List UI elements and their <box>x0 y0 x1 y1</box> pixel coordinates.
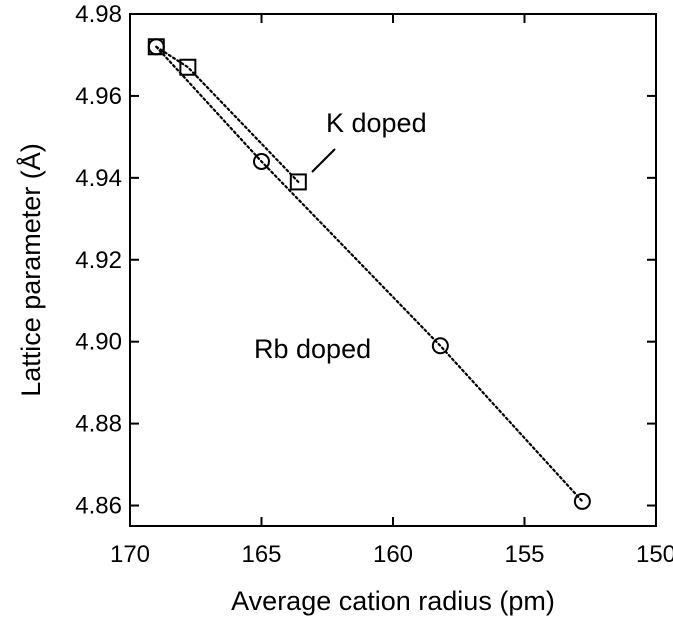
y-tick-label: 4.96 <box>75 83 122 110</box>
x-tick-label: 170 <box>110 541 150 568</box>
k-doped-leader-line <box>311 148 336 173</box>
y-tick-label: 4.90 <box>75 329 122 356</box>
y-tick-label: 4.92 <box>75 247 122 274</box>
rb-doped-point <box>431 337 449 355</box>
x-tick-label: 150 <box>636 541 673 568</box>
x-tick-label: 155 <box>504 541 544 568</box>
rb-doped-point <box>147 38 165 56</box>
plot-frame <box>129 13 657 527</box>
rb-doped-point <box>573 492 591 510</box>
y-tick-label: 4.98 <box>75 1 122 28</box>
series-line-0 <box>155 45 300 183</box>
series-layer <box>147 38 591 510</box>
rb-doped-label: Rb doped <box>254 334 371 364</box>
axis-ticks: 170 165 160 155 150 4.86 4.88 4.90 4.92 4.94 4.96 4… <box>75 1 673 568</box>
k-doped-point <box>179 58 197 76</box>
x-tick-label: 160 <box>373 541 413 568</box>
k-doped-point <box>289 173 307 191</box>
rb-doped-point <box>253 152 270 170</box>
series-line-1 <box>155 45 584 503</box>
y-tick-label: 4.88 <box>75 411 122 438</box>
y-tick-label: 4.86 <box>75 493 122 520</box>
k-doped-label: K doped <box>326 108 427 138</box>
x-tick-label: 165 <box>241 541 281 568</box>
x-axis-label: Average cation radius (pm) <box>231 586 555 616</box>
y-axis-label: Lattice parameter (Å) <box>15 143 46 397</box>
y-tick-label: 4.94 <box>75 165 122 192</box>
